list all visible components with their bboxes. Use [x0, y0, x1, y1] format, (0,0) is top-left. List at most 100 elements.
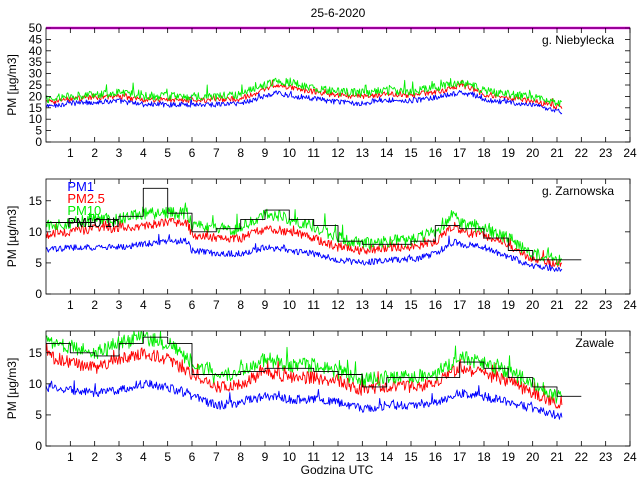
y-tick-label: 30 — [29, 67, 43, 81]
y-tick-label: 50 — [29, 21, 43, 35]
panel-zawale: 1 2 3 4 5 6 7 8 9 10 11 12 13 14 15 16 17 18 19 20 21 22 23 240… — [5, 330, 637, 464]
series-pm10-1h — [46, 336, 582, 397]
x-tick-label: 21 — [550, 298, 564, 312]
y-tick-label: 40 — [29, 44, 43, 58]
chart-title: 25-6-2020 — [311, 6, 366, 20]
x-tick-label: 6 — [189, 450, 196, 464]
x-tick-label: 14 — [380, 298, 394, 312]
x-tick-label: 19 — [502, 298, 516, 312]
x-tick-label: 14 — [380, 146, 394, 160]
series-pm10 — [46, 77, 563, 108]
x-tick-label: 23 — [599, 450, 613, 464]
x-tick-label: 17 — [453, 450, 467, 464]
series-pm1 — [46, 233, 563, 272]
x-tick-label: 3 — [116, 298, 123, 312]
x-tick-label: 9 — [262, 298, 269, 312]
legend-entry-pm2-5: PM2.5 — [67, 191, 105, 206]
y-tick-label: 35 — [29, 55, 43, 69]
series-group — [46, 187, 582, 272]
y-axis-label: PM [µg/m3] — [5, 358, 19, 420]
x-tick-label: 19 — [502, 146, 516, 160]
x-axis-label: Godzina UTC — [301, 463, 374, 477]
x-tick-label: 4 — [140, 450, 147, 464]
x-tick-label: 11 — [307, 450, 320, 464]
station-label: g. Niebylecka — [542, 33, 614, 47]
y-tick-label: 5 — [35, 408, 42, 422]
x-tick-label: 2 — [91, 146, 98, 160]
y-tick-label: 10 — [29, 112, 43, 126]
y-tick-label: 20 — [29, 89, 43, 103]
series-group — [46, 77, 563, 115]
y-tick-label: 15 — [29, 346, 43, 360]
y-axis-label: PM [µg/m3] — [5, 206, 19, 268]
x-tick-label: 8 — [237, 450, 244, 464]
series-group — [46, 331, 582, 420]
x-tick-label: 23 — [599, 146, 613, 160]
y-axis-label: PM [µg/m3] — [5, 54, 19, 116]
x-tick-label: 16 — [429, 298, 443, 312]
x-tick-label: 18 — [477, 298, 491, 312]
legend-entry-pm10: PM10 — [67, 203, 101, 218]
series-pm2-5 — [46, 343, 563, 409]
x-tick-label: 9 — [262, 146, 269, 160]
x-tick-label: 1 — [67, 298, 74, 312]
x-tick-label: 12 — [331, 298, 345, 312]
x-tick-label: 6 — [189, 298, 196, 312]
x-tick-label: 22 — [575, 298, 589, 312]
station-label: Zawale — [575, 336, 614, 350]
x-tick-label: 8 — [237, 298, 244, 312]
x-tick-label: 11 — [307, 298, 320, 312]
x-tick-label: 15 — [404, 450, 418, 464]
y-tick-label: 15 — [29, 194, 43, 208]
x-tick-label: 22 — [575, 146, 589, 160]
x-tick-label: 16 — [429, 450, 443, 464]
x-tick-label: 6 — [189, 146, 196, 160]
series-pm2-5 — [46, 79, 563, 110]
x-tick-label: 24 — [623, 146, 637, 160]
legend-entry-pm1: PM1 — [67, 179, 94, 194]
x-tick-label: 4 — [140, 298, 147, 312]
x-tick-label: 15 — [404, 146, 418, 160]
x-tick-label: 1 — [67, 146, 74, 160]
y-tick-label: 25 — [29, 78, 43, 92]
x-tick-label: 12 — [331, 146, 345, 160]
y-tick-label: 15 — [29, 101, 43, 115]
x-tick-label: 7 — [213, 298, 220, 312]
x-tick-label: 18 — [477, 146, 491, 160]
x-tick-label: 17 — [453, 298, 467, 312]
x-tick-label: 18 — [477, 450, 491, 464]
x-tick-label: 13 — [356, 450, 370, 464]
x-tick-label: 15 — [404, 298, 418, 312]
panel-zarnowska: 1 2 3 4 5 6 7 8 9 10 11 12 13 14 15 16 17 18 19 20 21 22 23 240… — [5, 178, 637, 312]
x-tick-label: 21 — [550, 146, 564, 160]
y-tick-label: 45 — [29, 32, 43, 46]
x-tick-label: 2 — [91, 298, 98, 312]
x-tick-label: 13 — [356, 146, 370, 160]
x-tick-label: 22 — [575, 450, 589, 464]
x-tick-label: 7 — [213, 146, 220, 160]
x-tick-label: 10 — [283, 450, 297, 464]
x-tick-label: 21 — [550, 450, 564, 464]
series-pm10 — [46, 331, 563, 404]
x-tick-label: 20 — [526, 298, 540, 312]
x-tick-label: 20 — [526, 146, 540, 160]
x-tick-label: 17 — [453, 146, 467, 160]
series-pm10-1h — [46, 187, 582, 261]
x-tick-label: 5 — [164, 146, 171, 160]
x-tick-label: 2 — [91, 450, 98, 464]
y-tick-label: 0 — [35, 287, 42, 301]
x-tick-label: 5 — [164, 450, 171, 464]
x-tick-label: 11 — [307, 146, 320, 160]
series-pm2-5 — [46, 217, 563, 268]
y-tick-label: 5 — [35, 124, 42, 138]
x-tick-label: 10 — [283, 298, 297, 312]
x-tick-label: 19 — [502, 450, 516, 464]
x-tick-label: 4 — [140, 146, 147, 160]
x-tick-label: 14 — [380, 450, 394, 464]
x-tick-label: 1 — [67, 450, 74, 464]
x-tick-label: 3 — [116, 450, 123, 464]
y-tick-label: 10 — [29, 377, 43, 391]
x-tick-label: 8 — [237, 146, 244, 160]
series-pm1 — [46, 379, 563, 420]
